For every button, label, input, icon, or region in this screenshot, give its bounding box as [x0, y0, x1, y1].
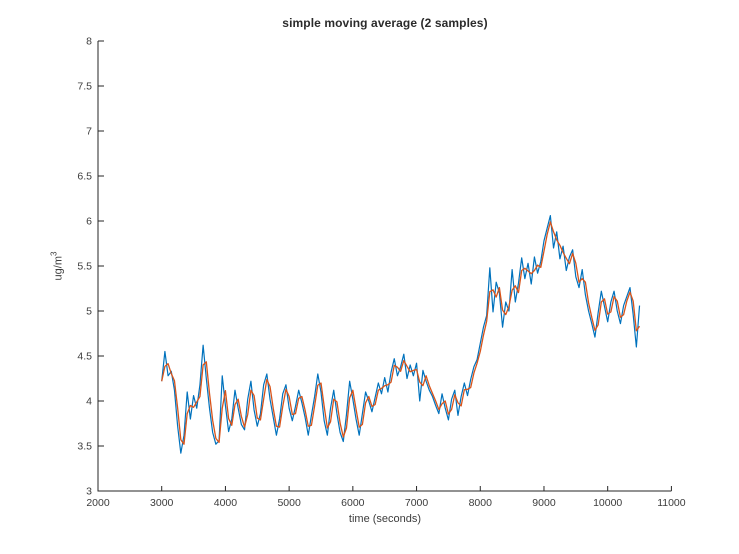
axis-lines — [97, 41, 672, 492]
x-tick-label: 7000 — [405, 497, 429, 509]
x-tick-label: 9000 — [532, 497, 556, 509]
y-tick-label: 5 — [86, 306, 92, 318]
y-tick-label: 3 — [86, 486, 92, 498]
x-axis-label: time (seconds) — [348, 513, 422, 525]
y-tick-label: 3.5 — [77, 441, 92, 453]
y-tick-label: 8 — [86, 36, 92, 48]
x-tick-label: 10000 — [593, 497, 622, 509]
x-tick-label: 4000 — [214, 497, 238, 509]
chart-title: simple moving average (2 samples) — [282, 16, 488, 30]
x-tick-label: 8000 — [469, 497, 493, 509]
y-tick-label: 7 — [86, 126, 92, 138]
x-tick-label: 5000 — [277, 497, 301, 509]
y-tick-label: 6 — [86, 216, 92, 228]
y-tick-label: 6.5 — [77, 171, 92, 183]
moving-average-line — [161, 221, 641, 445]
y-tick-label: 4.5 — [77, 351, 92, 363]
y-tick-label: 4 — [86, 396, 92, 408]
y-tick-label: 5.5 — [77, 261, 92, 273]
x-tick-label: 6000 — [341, 497, 365, 509]
raw-series-line — [161, 215, 641, 454]
y-tick-label: 7.5 — [77, 81, 92, 93]
x-tick-label: 11000 — [657, 497, 686, 509]
x-tick-label: 2000 — [86, 497, 110, 509]
x-tick-label: 3000 — [150, 497, 174, 509]
